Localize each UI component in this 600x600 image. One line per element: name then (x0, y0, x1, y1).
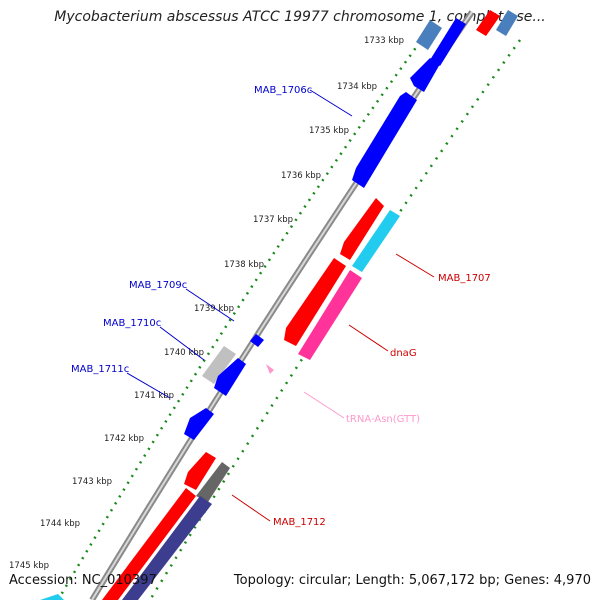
tick-label: 1740 kbp (164, 348, 204, 358)
gene-1742-red[interactable] (184, 452, 216, 490)
gene-mab-1705c[interactable] (430, 18, 466, 66)
tick-label: 1736 kbp (281, 171, 321, 181)
map-title: Mycobacterium abscessus ATCC 19977 chrom… (54, 9, 546, 25)
gene-dnaG[interactable] (298, 270, 362, 360)
label-mab-1706c[interactable]: MAB_1706c (254, 85, 312, 96)
tick-label: 1741 kbp (134, 391, 174, 401)
forward-strand-genes (40, 10, 518, 600)
reverse-strand-genes (184, 18, 466, 440)
label-mab-1712[interactable]: MAB_1712 (273, 517, 326, 528)
gene-bottom-cyan[interactable] (40, 594, 64, 600)
gene-1738-red[interactable] (284, 258, 346, 346)
tick-label: 1738 kbp (224, 260, 264, 270)
summary-text: Topology: circular; Length: 5,067,172 bp… (233, 573, 591, 588)
tick-labels: 1733 kbp 1734 kbp 1735 kbp 1736 kbp 1737… (9, 36, 404, 571)
gene-mab-1712[interactable] (196, 462, 230, 502)
gene-labels: MAB_1706c MAB_1707 MAB_1709c MAB_1710c d… (71, 85, 491, 528)
gene-1743-navy[interactable] (122, 496, 212, 600)
gene-1743-red[interactable] (102, 488, 196, 600)
gene-mab-1711c[interactable] (184, 408, 214, 440)
gene-block-top-steel[interactable] (416, 20, 442, 50)
gene-1736-red[interactable] (340, 198, 384, 260)
gene-mab-1709c[interactable] (250, 334, 264, 347)
label-mab-1709c[interactable]: MAB_1709c (129, 280, 187, 291)
accession-text: Accession: NC_010397 (9, 573, 157, 588)
label-trna-asn[interactable]: tRNA-Asn(GTT) (346, 414, 420, 425)
tick-label: 1734 kbp (337, 82, 377, 92)
tick-label: 1743 kbp (72, 477, 112, 487)
gene-top-steel[interactable] (496, 10, 518, 36)
tick-label: 1733 kbp (364, 36, 404, 46)
gene-mab-1707[interactable] (352, 210, 400, 272)
gene-mab-1706c[interactable] (352, 92, 417, 188)
gene-mab-1710c[interactable] (214, 358, 246, 396)
tick-label: 1745 kbp (9, 561, 49, 571)
gene-mab-1710c-gray[interactable] (202, 346, 236, 384)
tick-label: 1737 kbp (253, 215, 293, 225)
label-mab-1707[interactable]: MAB_1707 (438, 273, 491, 284)
tick-label: 1744 kbp (40, 519, 80, 529)
label-mab-1711c[interactable]: MAB_1711c (71, 364, 129, 375)
tick-label: 1739 kbp (194, 304, 234, 314)
tick-label: 1742 kbp (104, 434, 144, 444)
tick-label: 1735 kbp (309, 126, 349, 136)
gene-top-red[interactable] (476, 10, 500, 36)
gene-1733-blue[interactable] (410, 58, 440, 92)
label-mab-1710c[interactable]: MAB_1710c (103, 318, 161, 329)
label-dnaG[interactable]: dnaG (390, 348, 417, 359)
label-leaders (126, 89, 435, 522)
gene-trna-asn[interactable] (266, 364, 274, 374)
